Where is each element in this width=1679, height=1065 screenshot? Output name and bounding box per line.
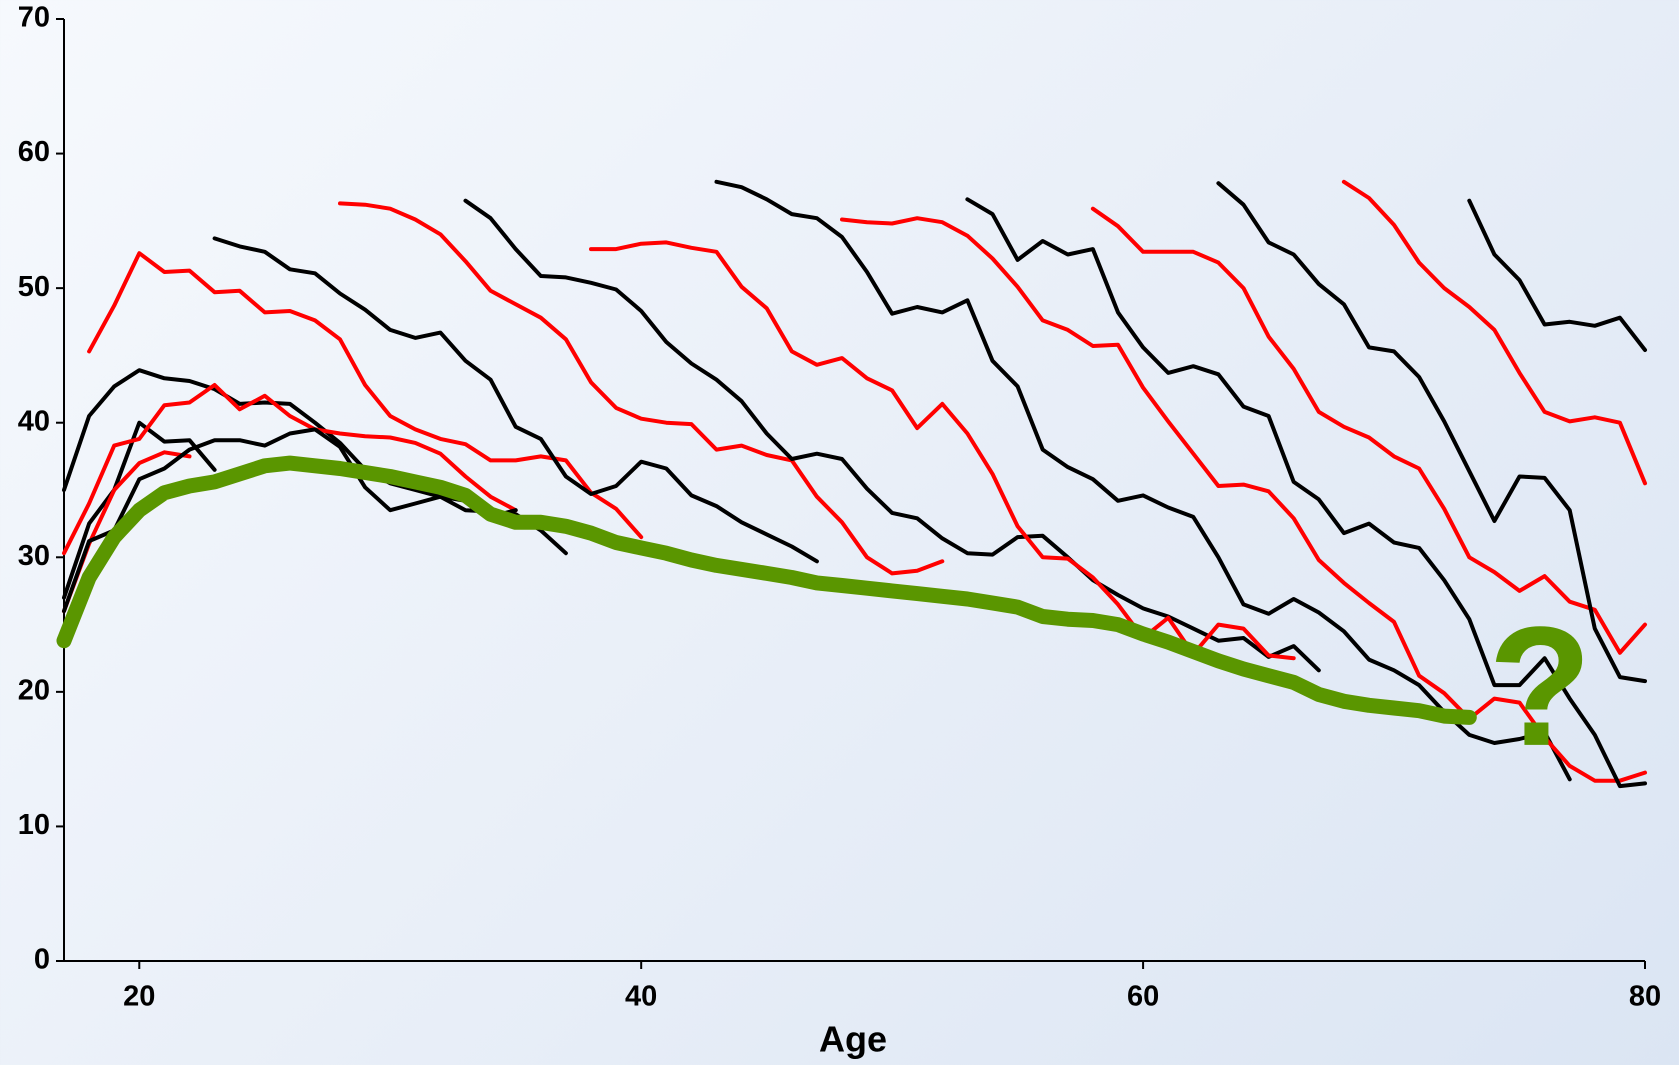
series-line <box>212 236 819 564</box>
y-tick-label: 60 <box>18 136 50 168</box>
y-tick-label: 50 <box>18 271 50 303</box>
series-line <box>62 427 518 614</box>
series-line <box>87 251 644 540</box>
x-tick-label: 80 <box>1629 981 1661 1013</box>
x-tick-label: 20 <box>123 981 155 1013</box>
y-tick-label: 40 <box>18 405 50 437</box>
series-line <box>1216 181 1647 684</box>
y-tick-label: 70 <box>18 2 50 34</box>
series-line <box>338 201 945 576</box>
series-line <box>965 197 1647 789</box>
series-line <box>62 383 518 556</box>
x-tick-label: 60 <box>1127 981 1159 1013</box>
series-line <box>714 179 1572 782</box>
series-line <box>1341 179 1647 486</box>
x-tick-label: 40 <box>625 981 657 1013</box>
series-line <box>463 198 1321 673</box>
series-line <box>1090 206 1647 655</box>
y-tick-label: 30 <box>18 540 50 572</box>
annotation: ? <box>1488 592 1592 782</box>
series-line <box>589 240 1296 661</box>
series-line <box>56 455 1477 725</box>
y-tick-label: 20 <box>18 675 50 707</box>
y-tick-label: 0 <box>34 944 50 976</box>
x-axis-label: Age <box>819 1019 887 1060</box>
y-tick-label: 10 <box>18 809 50 841</box>
series-line <box>1467 198 1647 352</box>
series-line <box>62 420 217 600</box>
series-line <box>840 216 1647 783</box>
